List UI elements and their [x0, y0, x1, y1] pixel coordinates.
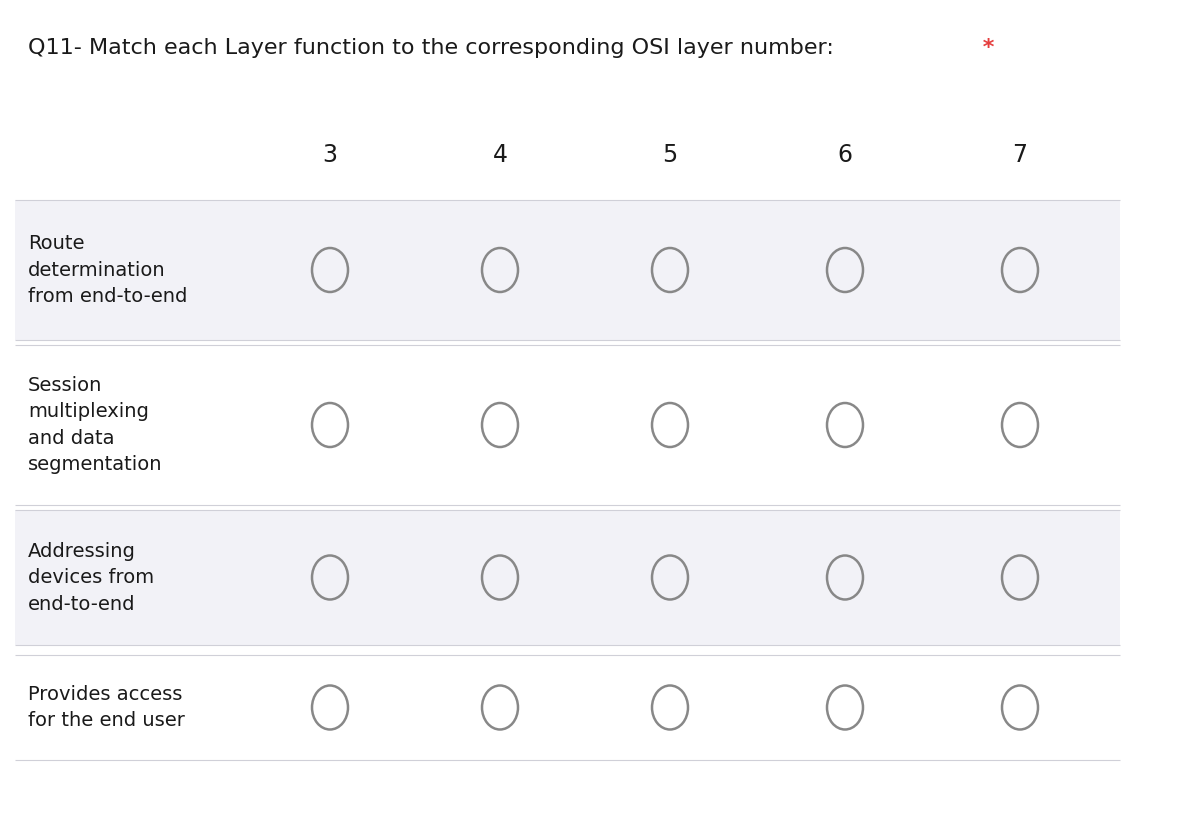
Text: 6: 6 — [837, 143, 853, 167]
Text: Q11- Match each Layer function to the corresponding OSI layer number:: Q11- Match each Layer function to the co… — [28, 38, 834, 58]
Text: 4: 4 — [493, 143, 507, 167]
Text: 3: 3 — [323, 143, 337, 167]
Text: Addressing
devices from
end-to-end: Addressing devices from end-to-end — [28, 541, 154, 613]
Bar — [16, 510, 1119, 645]
Bar — [16, 200, 1119, 340]
Bar — [16, 345, 1119, 505]
Text: *: * — [975, 38, 994, 58]
Text: Provides access
for the end user: Provides access for the end user — [28, 685, 185, 730]
Bar — [16, 655, 1119, 760]
Text: Route
determination
from end-to-end: Route determination from end-to-end — [28, 234, 188, 306]
Text: Session
multiplexing
and data
segmentation: Session multiplexing and data segmentati… — [28, 376, 163, 474]
Text: 7: 7 — [1013, 143, 1027, 167]
Text: 5: 5 — [663, 143, 678, 167]
